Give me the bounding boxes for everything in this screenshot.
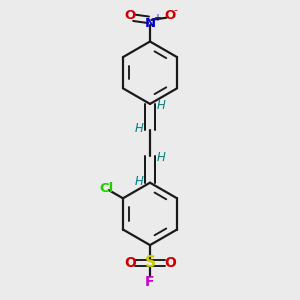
Text: +: + — [152, 13, 160, 23]
Text: O: O — [164, 9, 175, 22]
Text: O: O — [124, 256, 136, 270]
Text: -: - — [173, 5, 177, 15]
Text: Cl: Cl — [99, 182, 114, 195]
Text: O: O — [124, 9, 136, 22]
Text: H: H — [134, 175, 143, 188]
Text: H: H — [157, 152, 166, 164]
Text: H: H — [157, 99, 166, 112]
Text: O: O — [164, 256, 176, 270]
Text: F: F — [145, 275, 155, 289]
Text: H: H — [134, 122, 143, 135]
Text: N: N — [144, 17, 156, 30]
Text: S: S — [145, 255, 155, 270]
